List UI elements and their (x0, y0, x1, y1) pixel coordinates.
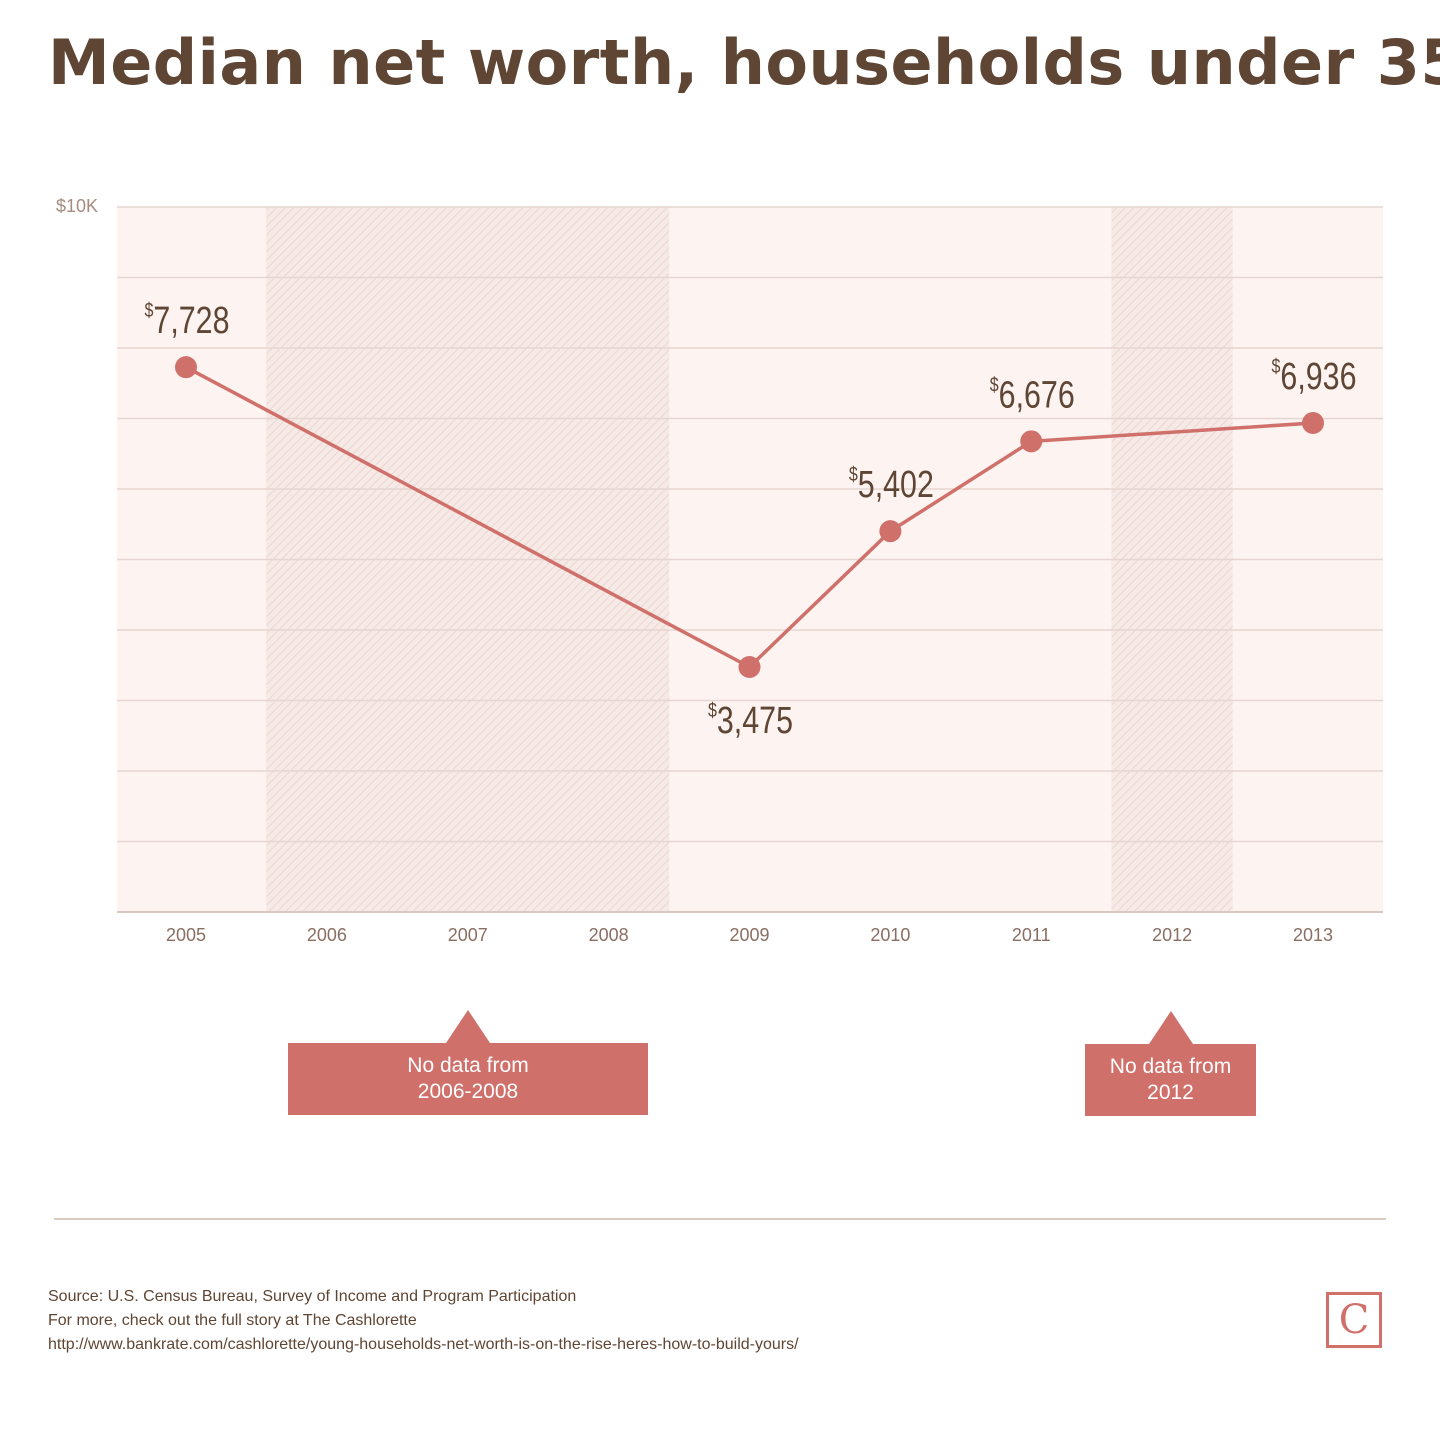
data-label-value: 3,475 (717, 700, 793, 742)
callout-line-1: No data from (407, 1054, 529, 1077)
currency-symbol: $ (990, 374, 999, 396)
data-label-2013: $6,936 (1272, 355, 1357, 398)
x-tick-label-2012: 2012 (1152, 925, 1192, 945)
data-label-value: 5,402 (858, 464, 934, 506)
currency-symbol: $ (708, 699, 717, 721)
more-note: For more, check out the full story at Th… (48, 1312, 417, 1329)
x-tick-label-2008: 2008 (589, 925, 629, 945)
x-tick-label-2006: 2006 (307, 925, 347, 945)
no-data-callout-2012: No data from 2012 (1085, 1011, 1256, 1116)
currency-symbol: $ (145, 300, 154, 322)
currency-symbol: $ (1272, 355, 1281, 377)
cashlorette-logo: C (1326, 1292, 1382, 1348)
story-url[interactable]: http://www.bankrate.com/cashlorette/youn… (48, 1336, 799, 1353)
data-point-2013 (1302, 412, 1324, 435)
currency-symbol: $ (849, 463, 858, 485)
no-data-callout-2006-2008: No data from 2006-2008 (288, 1010, 648, 1115)
x-tick-label-2009: 2009 (729, 925, 769, 945)
data-label-value: 7,728 (153, 300, 229, 342)
chart-title: Median net worth, households under 35 (48, 26, 1440, 99)
data-point-2010 (879, 520, 902, 543)
x-tick-label-2011: 2011 (1012, 925, 1051, 945)
data-label-value: 6,676 (999, 374, 1075, 416)
data-label-2010: $5,402 (849, 463, 934, 506)
line-chart: $10K 2005 2006 2007 2008 2009 2010 2011 2012 201… (56, 196, 1383, 945)
data-point-2005 (175, 356, 197, 379)
y-axis-top-label: $10K (56, 196, 98, 216)
callout-line-2: 2006-2008 (417, 1080, 519, 1103)
source-note: Source: U.S. Census Bureau, Survey of In… (48, 1288, 577, 1305)
data-label-2005: $7,728 (145, 300, 230, 343)
data-label-2011: $6,676 (990, 374, 1075, 417)
callout-line-2: 2012 (1147, 1081, 1194, 1104)
x-tick-label-2005: 2005 (166, 925, 206, 945)
x-tick-label-2013: 2013 (1293, 925, 1333, 945)
data-label-2009: $3,475 (708, 699, 793, 742)
data-point-2009 (738, 656, 761, 679)
x-tick-label-2010: 2010 (870, 925, 910, 945)
footer: Source: U.S. Census Bureau, Survey of In… (48, 1285, 799, 1357)
x-tick-label-2007: 2007 (448, 925, 488, 945)
data-point-2011 (1020, 430, 1043, 453)
footer-divider (54, 1218, 1386, 1220)
data-label-value: 6,936 (1280, 356, 1356, 398)
logo-letter: C (1338, 1297, 1370, 1343)
callout-line-1: No data from (1109, 1055, 1232, 1078)
